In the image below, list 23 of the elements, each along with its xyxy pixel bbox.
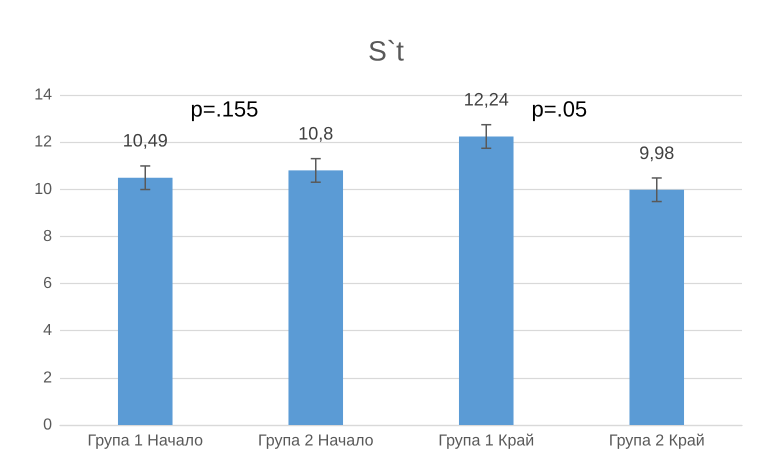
- y-tick-label: 2: [43, 369, 52, 386]
- bar: [288, 170, 344, 425]
- y-tick-label: 4: [43, 322, 52, 340]
- y-tick-label: 0: [43, 416, 52, 434]
- data-label: 10,8: [298, 123, 334, 144]
- annotation: p=.155: [190, 96, 258, 122]
- annotation: p=.05: [532, 96, 588, 122]
- y-tick-label: 10: [34, 180, 52, 198]
- y-tick-label: 8: [43, 228, 52, 245]
- x-tick-label: Група 2 Начало: [258, 432, 374, 450]
- y-tick-label: 14: [34, 86, 52, 104]
- chart-title: S`t: [368, 36, 404, 66]
- bar: [118, 178, 173, 425]
- x-tick-label: Група 1 Начало: [87, 432, 204, 450]
- y-tick-label: 6: [43, 275, 52, 292]
- x-tick-label: Група 2 Край: [608, 432, 705, 450]
- x-tick-label: Група 1 Край: [438, 432, 534, 450]
- bar: [629, 190, 684, 425]
- data-label: 10,49: [122, 130, 168, 151]
- data-label: 9,98: [639, 142, 674, 163]
- bar: [458, 136, 514, 425]
- y-tick-label: 12: [34, 134, 52, 151]
- data-label: 12,24: [464, 89, 509, 110]
